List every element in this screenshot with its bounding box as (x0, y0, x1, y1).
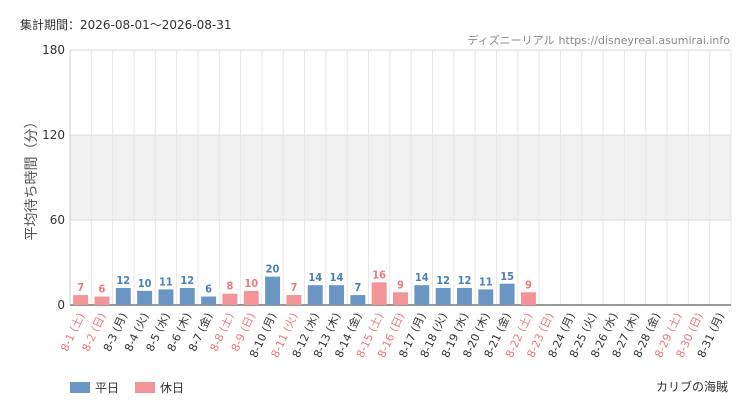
legend-item-weekday[interactable]: 平日 (70, 379, 119, 396)
period-label: 集計期間： (20, 18, 81, 32)
legend-label-holiday: 休日 (160, 381, 185, 395)
data-label: 14 (330, 271, 344, 284)
data-label: 7 (290, 281, 297, 294)
source-credit: ディズニーリアル https://disneyreal.asumirai.info (463, 32, 730, 48)
legend-swatch-weekday (70, 382, 90, 393)
bar (478, 289, 494, 305)
data-label: 8 (226, 280, 233, 293)
y-tick-label: 60 (50, 213, 65, 227)
bar (201, 296, 217, 305)
bar (307, 285, 323, 305)
legend-item-holiday[interactable]: 休日 (135, 379, 184, 396)
legend-swatch-holiday (135, 382, 156, 393)
y-tick-label: 180 (42, 43, 65, 57)
period-range: 2026-08-01～2026-08-31 (80, 18, 232, 32)
bar (350, 295, 366, 305)
data-label: 11 (159, 275, 173, 288)
bar (179, 288, 195, 305)
data-label: 16 (372, 268, 386, 281)
legend: 平日 休日 (70, 379, 184, 396)
data-label: 10 (138, 277, 152, 290)
bar (265, 276, 281, 305)
data-label: 6 (205, 283, 212, 296)
data-label: 9 (525, 278, 532, 291)
bar (137, 290, 153, 305)
bar (94, 296, 110, 305)
data-label: 10 (244, 277, 258, 290)
data-label: 20 (266, 263, 280, 276)
bar (435, 288, 451, 305)
data-label: 7 (77, 281, 84, 294)
y-tick-label: 0 (57, 298, 65, 312)
bar (457, 288, 472, 305)
shaded-band (70, 135, 731, 220)
y-tick-label: 120 (42, 128, 65, 142)
bar (371, 282, 387, 305)
source-url[interactable]: https://disneyreal.asumirai.info (558, 34, 730, 47)
source-name: ディズニーリアル (467, 34, 555, 47)
data-label: 12 (458, 274, 472, 287)
data-label: 15 (500, 270, 514, 283)
bar (329, 285, 344, 305)
period-text: 集計期間：2026-08-01～2026-08-31 (20, 16, 232, 33)
bar (158, 289, 174, 305)
attraction-name: カリブの海賊 (655, 380, 728, 394)
bar (73, 295, 89, 305)
bar (222, 293, 238, 305)
bar (115, 288, 131, 305)
data-label: 12 (116, 274, 130, 287)
bar (286, 295, 302, 305)
bar (414, 285, 430, 305)
legend-label-weekday: 平日 (95, 381, 120, 395)
bar (499, 283, 515, 305)
data-label: 7 (354, 281, 361, 294)
data-label: 12 (180, 274, 194, 287)
y-axis-title: 平均待ち時間（分） (24, 115, 40, 241)
bar (520, 292, 536, 305)
bar (393, 292, 408, 305)
data-label: 14 (415, 271, 429, 284)
data-label: 14 (308, 271, 322, 284)
data-label: 12 (436, 274, 450, 287)
data-label: 9 (397, 278, 404, 291)
bar (243, 290, 259, 305)
data-label: 6 (99, 283, 106, 296)
data-label: 11 (479, 275, 493, 288)
